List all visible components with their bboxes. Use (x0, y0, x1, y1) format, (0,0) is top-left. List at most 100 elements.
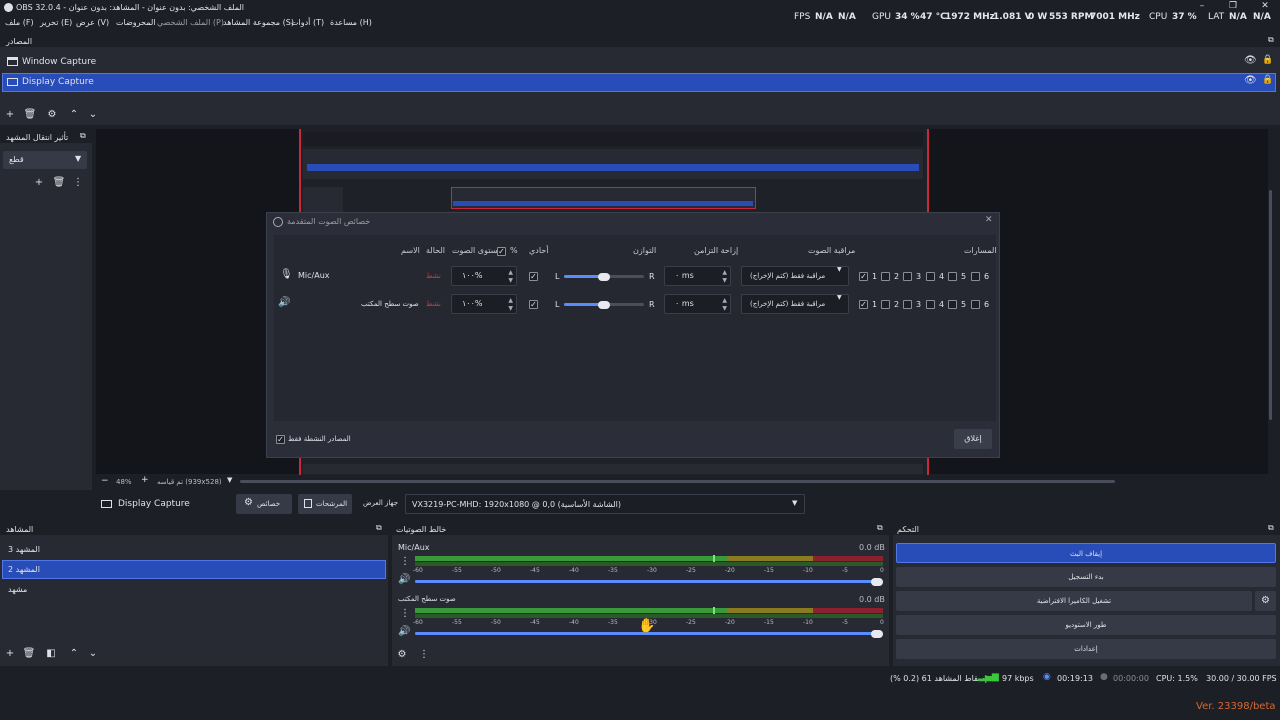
stop-stream-button[interactable]: إيقاف البث (896, 543, 1276, 563)
channel-menu-icon[interactable]: ⋮ (400, 556, 410, 567)
track-4-checkbox[interactable] (926, 272, 935, 281)
add-scene-button[interactable]: + (5, 648, 15, 659)
gpu-power: 0 W (1028, 12, 1048, 22)
device-select-value: VX3219-PC-MHD: 1920x1080 @ 0,0 (الشاشة ا… (412, 500, 621, 509)
maximize-icon[interactable]: ❐ (1228, 1, 1238, 11)
track-1-checkbox[interactable]: ✓ (859, 272, 868, 281)
zoom-out-icon[interactable]: − (101, 476, 109, 486)
remove-transition-icon[interactable]: 🗑 (52, 177, 66, 188)
volume-spinbox[interactable]: ١٠٠% ▲ ▼ (451, 266, 517, 286)
mixer-menu-icon[interactable]: ⋮ (419, 649, 429, 660)
eye-icon[interactable]: 👁 (1244, 55, 1257, 66)
lock-icon[interactable]: 🔒 (1262, 55, 1274, 65)
spin-down-icon[interactable]: ▼ (722, 305, 727, 312)
spin-down-icon[interactable]: ▼ (508, 277, 513, 284)
properties-button[interactable]: ⚙ خصائص (236, 494, 292, 514)
track-2-checkbox[interactable] (881, 300, 890, 309)
device-select[interactable]: VX3219-PC-MHD: 1920x1080 @ 0,0 (الشاشة ا… (405, 494, 805, 514)
undock-icon[interactable]: ⧉ (1268, 35, 1274, 44)
remove-source-icon[interactable]: 🗑 (23, 109, 37, 120)
minimize-icon[interactable]: – (1199, 1, 1205, 11)
start-virtual-camera-button[interactable]: تشغيل الكاميرا الافتراضية (896, 591, 1252, 611)
undock-icon[interactable]: ⧉ (80, 131, 86, 140)
speaker-mute-icon[interactable]: 🔊 (398, 574, 411, 585)
settings-button[interactable]: إعدادات (896, 639, 1276, 659)
mixer-settings-gear-icon[interactable]: ⚙ (397, 649, 407, 660)
track-4-checkbox[interactable] (926, 300, 935, 309)
track-6-checkbox[interactable] (971, 272, 980, 281)
preview-v-scrollbar[interactable] (1269, 190, 1272, 420)
spin-up-icon[interactable]: ▲ (722, 269, 727, 276)
track-5-checkbox[interactable] (948, 300, 957, 309)
add-transition-button[interactable]: + (34, 177, 44, 188)
track-5-checkbox[interactable] (948, 272, 957, 281)
menu-profile[interactable]: الملف الشخصي (P) (157, 18, 224, 27)
filters-button[interactable]: المرشحات (298, 494, 352, 514)
balance-slider-handle[interactable] (598, 301, 610, 309)
active-sources-checkbox[interactable]: ✓ (276, 435, 285, 444)
monitoring-select[interactable]: مراقبة فقط (كتم الإخراج) ▼ (741, 294, 849, 314)
mono-checkbox[interactable]: ✓ (529, 272, 538, 281)
scene-item[interactable]: المشهد 3 (2, 541, 386, 559)
start-recording-button[interactable]: بدء التسجيل (896, 567, 1276, 587)
preview-h-scrollbar[interactable] (240, 480, 1115, 483)
menu-docks[interactable]: المحروضات (116, 18, 156, 27)
volume-slider-handle[interactable] (871, 630, 883, 638)
source-item-selected[interactable]: Display Capture 👁 🔒 (2, 73, 1276, 92)
spin-up-icon[interactable]: ▲ (508, 269, 513, 276)
dialog-close-icon[interactable]: ✕ (985, 215, 993, 225)
move-down-icon[interactable]: ⌄ (88, 648, 98, 659)
track-1-checkbox[interactable]: ✓ (859, 300, 868, 309)
source-item-label: Display Capture (22, 77, 94, 87)
gear-icon: ⚙ (244, 497, 253, 508)
scene-item-selected[interactable]: المشهد 2 (2, 560, 386, 579)
source-properties-gear-icon[interactable]: ⚙ (47, 109, 57, 120)
dialog-close-button-label: إغلاق (964, 434, 982, 443)
menu-view[interactable]: عرض (V) (76, 18, 110, 27)
menu-file[interactable]: ملف (F) (5, 18, 34, 27)
remove-scene-icon[interactable]: 🗑 (22, 648, 36, 659)
add-source-button[interactable]: + (5, 109, 15, 120)
close-icon[interactable]: ✕ (1261, 1, 1269, 11)
source-item[interactable]: Window Capture 👁 🔒 (2, 54, 1276, 72)
speaker-mute-icon[interactable]: 🔊 (398, 626, 411, 637)
zoom-in-icon[interactable]: + (141, 475, 149, 485)
move-up-icon[interactable]: ⌃ (69, 109, 79, 120)
track-3-checkbox[interactable] (903, 272, 912, 281)
move-down-icon[interactable]: ⌄ (88, 109, 98, 120)
menu-tools[interactable]: أدوات (T) (291, 18, 325, 27)
undock-icon[interactable]: ⧉ (376, 523, 382, 532)
mono-checkbox[interactable]: ✓ (529, 300, 538, 309)
spin-down-icon[interactable]: ▼ (508, 305, 513, 312)
volume-spinbox[interactable]: ١٠٠% ▲ ▼ (451, 294, 517, 314)
spin-down-icon[interactable]: ▼ (722, 277, 727, 284)
menu-help[interactable]: مساعدة (H) (330, 18, 372, 27)
lock-icon[interactable]: 🔒 (1262, 75, 1274, 85)
undock-icon[interactable]: ⧉ (877, 523, 883, 532)
track-6-checkbox[interactable] (971, 300, 980, 309)
volume-slider-handle[interactable] (871, 578, 883, 586)
scale-dropdown-icon[interactable]: ▼ (227, 476, 233, 484)
studio-mode-button[interactable]: طور الاستوديو (896, 615, 1276, 635)
scene-item[interactable]: مشهد (2, 581, 386, 599)
transition-menu-icon[interactable]: ⋮ (73, 177, 83, 188)
sync-offset-spinbox[interactable]: ٠ ms ▲ ▼ (664, 294, 731, 314)
dialog-close-button[interactable]: إغلاق (954, 429, 992, 449)
spin-up-icon[interactable]: ▲ (508, 297, 513, 304)
track-2-checkbox[interactable] (881, 272, 890, 281)
menu-edit[interactable]: تحرير (E) (40, 18, 73, 27)
eye-icon[interactable]: 👁 (1244, 75, 1257, 86)
volume-percent-checkbox[interactable]: ✓ (497, 247, 506, 256)
menu-scene-collection[interactable]: مجموعة المشاهد (S) (223, 18, 294, 27)
channel-menu-icon[interactable]: ⋮ (400, 608, 410, 619)
scene-filters-icon[interactable]: ◧ (46, 648, 56, 659)
virtual-camera-settings-button[interactable]: ⚙ (1255, 591, 1276, 611)
undock-icon[interactable]: ⧉ (1268, 523, 1274, 532)
move-up-icon[interactable]: ⌃ (69, 648, 79, 659)
spin-up-icon[interactable]: ▲ (722, 297, 727, 304)
transition-select[interactable]: قطع ▼ (3, 151, 87, 169)
track-3-checkbox[interactable] (903, 300, 912, 309)
sync-offset-spinbox[interactable]: ٠ ms ▲ ▼ (664, 266, 731, 286)
balance-slider-handle[interactable] (598, 273, 610, 281)
monitoring-select[interactable]: مراقبة فقط (كتم الإخراج) ▼ (741, 266, 849, 286)
